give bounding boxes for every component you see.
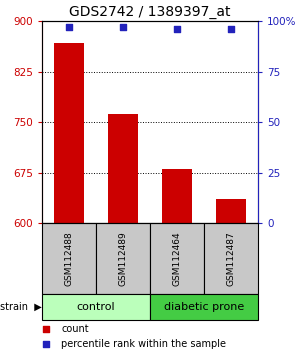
Text: diabetic prone: diabetic prone [164, 302, 244, 312]
Bar [54, 43, 84, 223]
Point [229, 27, 233, 32]
Bar [150, 294, 258, 320]
Text: GSM112488: GSM112488 [64, 231, 74, 286]
Point [44, 326, 49, 332]
Bar [96, 223, 150, 294]
Point [121, 24, 125, 30]
Bar [150, 223, 204, 294]
Bar [42, 294, 150, 320]
Bar [216, 199, 246, 223]
Text: percentile rank within the sample: percentile rank within the sample [61, 339, 226, 349]
Title: GDS2742 / 1389397_at: GDS2742 / 1389397_at [69, 5, 231, 19]
Point [67, 24, 71, 30]
Bar [108, 114, 138, 223]
Bar [204, 223, 258, 294]
Text: control: control [77, 302, 115, 312]
Bar [162, 169, 192, 223]
Text: GSM112487: GSM112487 [226, 231, 236, 286]
Text: count: count [61, 324, 89, 334]
Point [44, 341, 49, 347]
Bar [42, 223, 96, 294]
Point [175, 27, 179, 32]
Text: GSM112489: GSM112489 [118, 231, 127, 286]
Text: GSM112464: GSM112464 [172, 231, 182, 286]
Text: strain  ▶: strain ▶ [0, 302, 42, 312]
